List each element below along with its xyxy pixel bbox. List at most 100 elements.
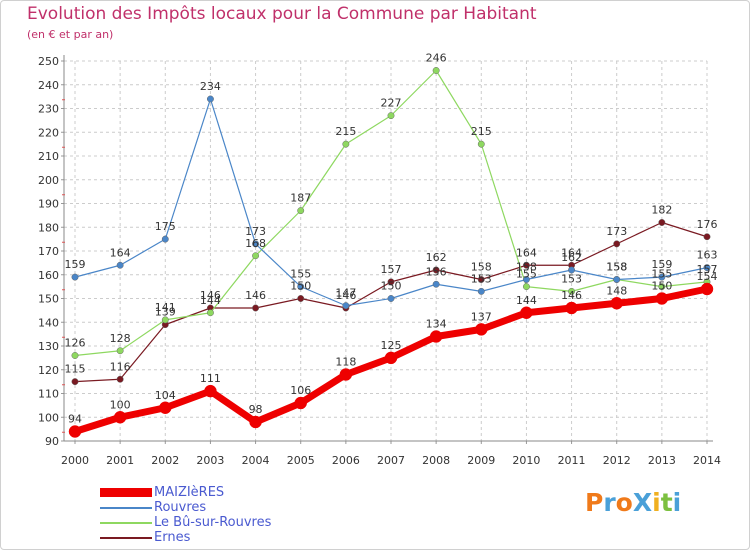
x-tick-label: 2009 bbox=[467, 454, 495, 467]
data-point-3 bbox=[297, 295, 305, 302]
data-point-1 bbox=[703, 264, 711, 272]
data-label-2: 141 bbox=[155, 301, 176, 314]
data-label-1: 155 bbox=[290, 268, 311, 281]
data-point-1 bbox=[568, 266, 576, 274]
proxiti-logo: ProXiti bbox=[585, 488, 681, 517]
y-tick-label: 210 bbox=[38, 150, 59, 163]
data-label-3: 158 bbox=[471, 261, 492, 274]
data-point-1 bbox=[206, 95, 214, 103]
data-label-1: 162 bbox=[561, 251, 582, 264]
data-point-1 bbox=[116, 261, 124, 269]
data-point-2 bbox=[161, 316, 169, 324]
data-point-2 bbox=[387, 112, 395, 120]
y-tick-label: 180 bbox=[38, 221, 59, 234]
data-point-1 bbox=[71, 273, 79, 281]
data-point-3 bbox=[387, 278, 395, 286]
data-point-0 bbox=[294, 396, 307, 410]
data-label-0: 106 bbox=[290, 384, 311, 397]
data-label-0: 144 bbox=[516, 294, 537, 307]
data-point-1 bbox=[613, 276, 621, 283]
y-tick-label: 160 bbox=[38, 269, 59, 282]
data-point-2 bbox=[71, 352, 79, 359]
data-label-2: 157 bbox=[697, 263, 718, 276]
data-point-2 bbox=[206, 309, 214, 317]
data-label-1: 150 bbox=[381, 280, 402, 293]
data-point-0 bbox=[249, 415, 262, 429]
data-label-3: 162 bbox=[426, 251, 447, 264]
data-label-1: 147 bbox=[335, 287, 356, 300]
data-label-2: 158 bbox=[606, 261, 627, 274]
x-tick-label: 2008 bbox=[422, 454, 450, 467]
y-tick-label: 110 bbox=[38, 388, 59, 401]
y-tick-label: 140 bbox=[38, 316, 59, 329]
data-label-3: 150 bbox=[290, 280, 311, 293]
y-tick-label: 220 bbox=[38, 126, 59, 139]
data-label-2: 215 bbox=[335, 125, 356, 138]
data-label-2: 215 bbox=[471, 125, 492, 138]
data-label-1: 158 bbox=[606, 261, 627, 274]
data-point-2 bbox=[432, 67, 440, 74]
legend-item: MAIZIèRES bbox=[100, 485, 340, 500]
data-label-3: 173 bbox=[606, 225, 627, 238]
data-label-0: 100 bbox=[110, 398, 131, 411]
data-point-0 bbox=[475, 323, 488, 336]
data-point-3 bbox=[71, 378, 79, 386]
data-label-1: 163 bbox=[697, 249, 718, 262]
data-label-2: 168 bbox=[245, 237, 266, 250]
data-point-0 bbox=[204, 384, 217, 398]
y-tick-label: 130 bbox=[38, 340, 59, 353]
logo-letter: i bbox=[672, 488, 682, 517]
legend-label: Ernes bbox=[154, 530, 191, 545]
x-tick-label: 2000 bbox=[61, 454, 89, 467]
legend-item: Ernes bbox=[100, 530, 340, 545]
x-tick-label: 2006 bbox=[332, 454, 360, 467]
data-point-2 bbox=[522, 283, 530, 291]
data-label-0: 111 bbox=[200, 372, 221, 385]
y-tick-label: 100 bbox=[38, 411, 59, 424]
data-label-0: 150 bbox=[651, 280, 672, 293]
logo-letter: o bbox=[615, 488, 633, 517]
data-label-0: 154 bbox=[697, 270, 718, 283]
data-label-1: 159 bbox=[65, 258, 86, 271]
x-tick-label: 2012 bbox=[603, 454, 631, 467]
data-point-1 bbox=[522, 276, 530, 283]
data-point-0 bbox=[159, 401, 172, 414]
data-point-3 bbox=[522, 261, 530, 269]
x-tick-label: 2013 bbox=[648, 454, 676, 467]
chart-legend: MAIZIèRES Rouvres Le Bû-sur-Rouvres Ernes bbox=[100, 485, 340, 545]
legend-item: Rouvres bbox=[100, 500, 340, 515]
data-point-0 bbox=[610, 297, 623, 310]
data-label-3: 116 bbox=[110, 360, 131, 373]
x-tick-label: 2005 bbox=[287, 454, 315, 467]
y-tick-label: 90 bbox=[45, 435, 59, 448]
data-label-0: 94 bbox=[68, 413, 82, 426]
data-label-2: 128 bbox=[110, 332, 131, 345]
legend-item: Le Bû-sur-Rouvres bbox=[100, 515, 340, 530]
data-point-0 bbox=[520, 306, 533, 319]
x-tick-label: 2014 bbox=[693, 454, 721, 467]
data-point-0 bbox=[429, 330, 443, 343]
x-tick-label: 2002 bbox=[151, 454, 179, 467]
data-point-1 bbox=[477, 287, 485, 295]
data-label-2: 153 bbox=[561, 272, 582, 285]
data-point-3 bbox=[432, 266, 440, 274]
data-label-2: 126 bbox=[65, 337, 86, 350]
data-point-3 bbox=[658, 219, 666, 226]
data-point-1 bbox=[432, 280, 440, 288]
legend-label: MAIZIèRES bbox=[154, 485, 225, 500]
data-label-3: 139 bbox=[155, 306, 176, 319]
y-tick-label: 240 bbox=[38, 79, 59, 92]
data-point-0 bbox=[113, 411, 127, 424]
data-label-1: 156 bbox=[426, 265, 447, 278]
data-label-3: 157 bbox=[381, 263, 402, 276]
data-label-2: 227 bbox=[381, 97, 402, 110]
logo-letter: r bbox=[603, 488, 616, 517]
data-label-3: 146 bbox=[245, 289, 266, 302]
data-label-1: 173 bbox=[245, 225, 266, 238]
x-tick-label: 2003 bbox=[196, 454, 224, 467]
legend-swatch bbox=[100, 537, 152, 539]
data-label-0: 148 bbox=[606, 284, 627, 297]
data-label-1: 234 bbox=[200, 80, 221, 93]
data-label-3: 176 bbox=[697, 218, 718, 231]
